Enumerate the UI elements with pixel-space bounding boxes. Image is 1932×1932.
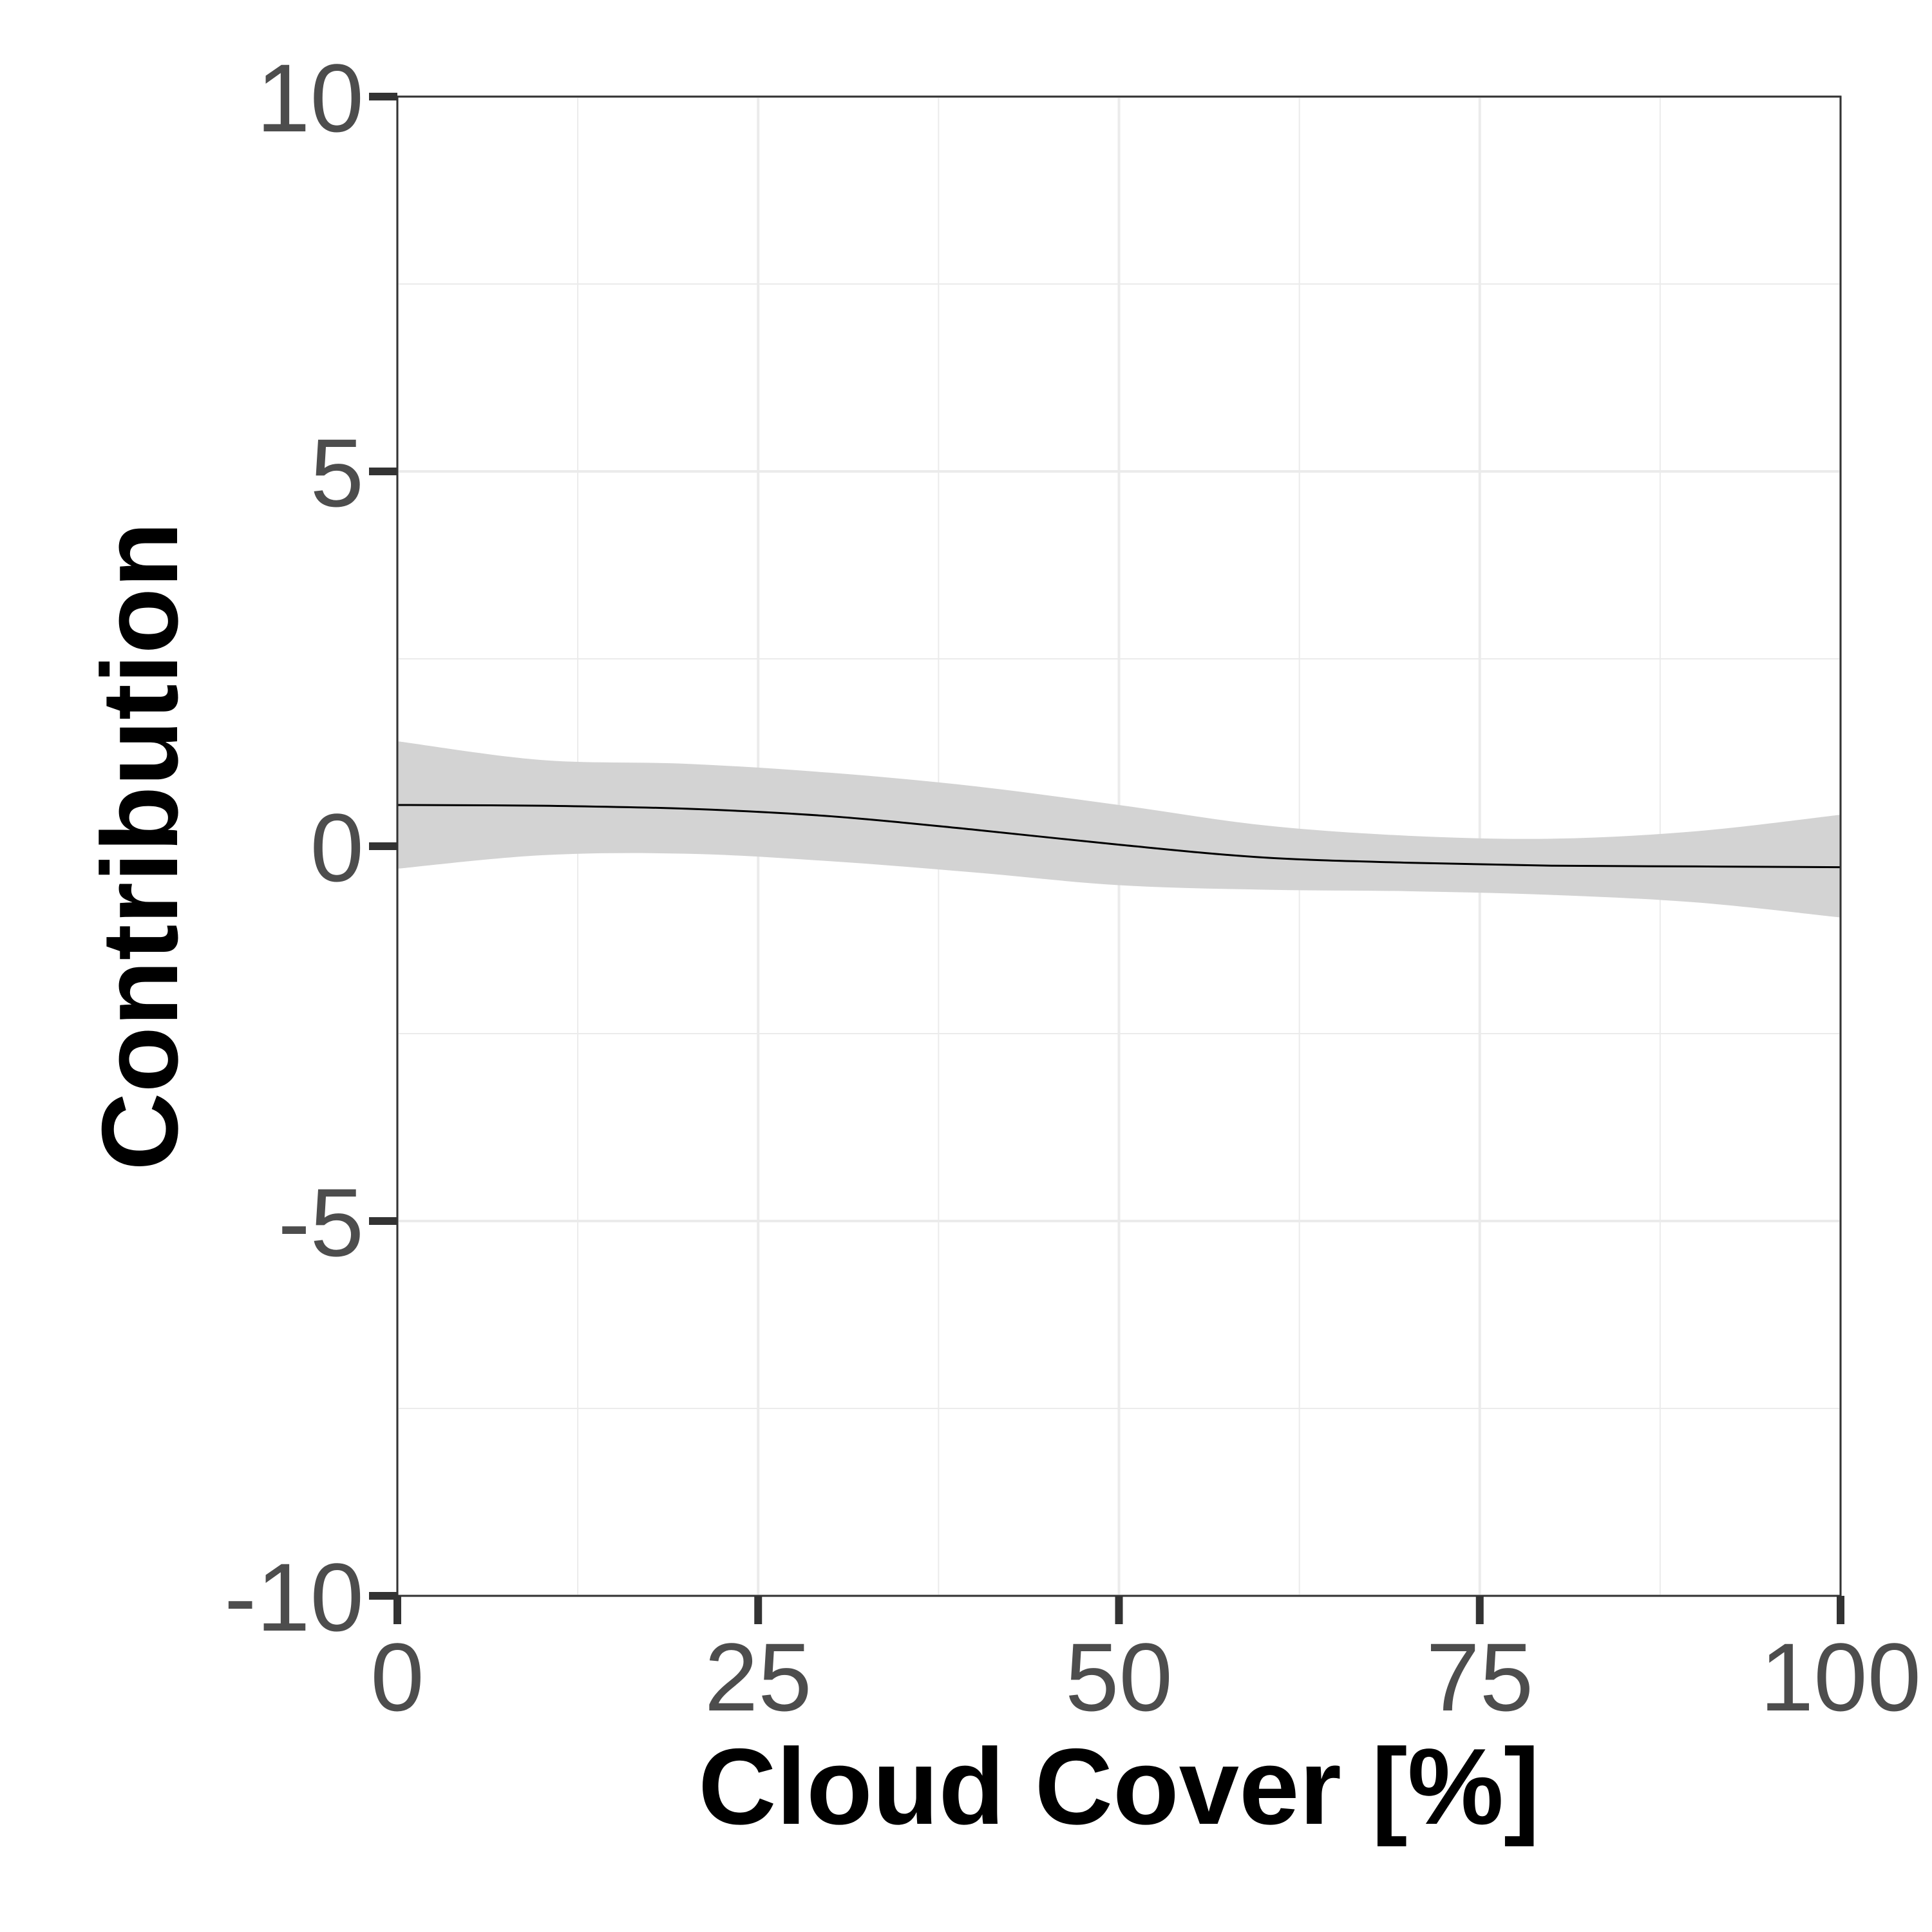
series-line [397,804,1841,869]
x-tick-label: 0 [370,1623,424,1731]
y-tick-label: 5 [310,419,364,527]
x-axis-title: Cloud Cover [%] [698,1726,1540,1847]
x-tick-label: 100 [1760,1623,1921,1731]
y-tick-label: 10 [256,44,364,152]
x-tick-label: 25 [705,1623,812,1731]
tick-labels: 0 25 50 75 100 -10 -5 0 5 10 [224,44,1921,1731]
y-tick-label: -10 [224,1543,364,1651]
confidence-band [397,741,1841,918]
x-tick-label: 75 [1426,1623,1533,1731]
series-layer [397,741,1841,918]
y-tick-label: 0 [310,793,364,902]
y-tick-label: -5 [278,1168,364,1276]
y-axis-title: Contribution [79,522,200,1171]
x-tick-label: 50 [1065,1623,1173,1731]
axis-ticks [369,93,1844,1624]
